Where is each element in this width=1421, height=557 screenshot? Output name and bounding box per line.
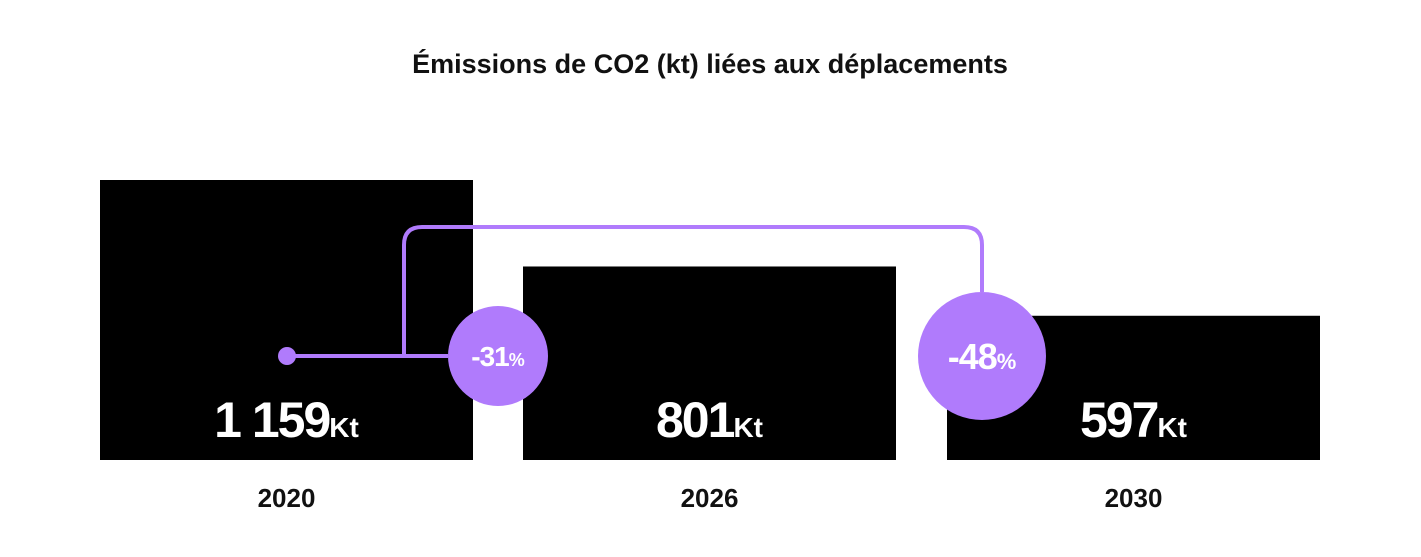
value-unit: Kt [329,412,359,443]
change-label-2030: -48% [948,336,1017,377]
bars-layer [100,180,1320,460]
change-value: -31 [471,341,509,372]
year-label-2030: 2030 [1105,483,1163,513]
connectors-layer [278,225,984,365]
value-label-2030: 597Kt [1080,392,1187,448]
value-label-2020: 1 159Kt [214,392,359,448]
change-badge-2030 [918,292,1046,420]
change-badge-2026 [448,306,548,406]
value-number: 1 159 [214,392,329,448]
change-percent: % [997,349,1017,374]
value-unit: Kt [1157,412,1187,443]
year-label-2026: 2026 [681,483,739,513]
bar-2026 [523,266,896,460]
value-number: 801 [656,392,735,448]
badges-layer: -31% -48% [448,292,1046,420]
connector-line-2030 [402,225,984,356]
chart-title: Émissions de CO2 (kt) liées aux déplacem… [412,48,1008,79]
change-value: -48 [948,336,997,377]
value-number: 597 [1080,392,1158,448]
change-percent: % [509,350,525,370]
value-unit: Kt [733,412,763,443]
change-label-2026: -31% [471,341,524,372]
value-label-2026: 801Kt [656,392,763,448]
year-label-2020: 2020 [258,483,316,513]
bar-2020 [100,180,473,460]
